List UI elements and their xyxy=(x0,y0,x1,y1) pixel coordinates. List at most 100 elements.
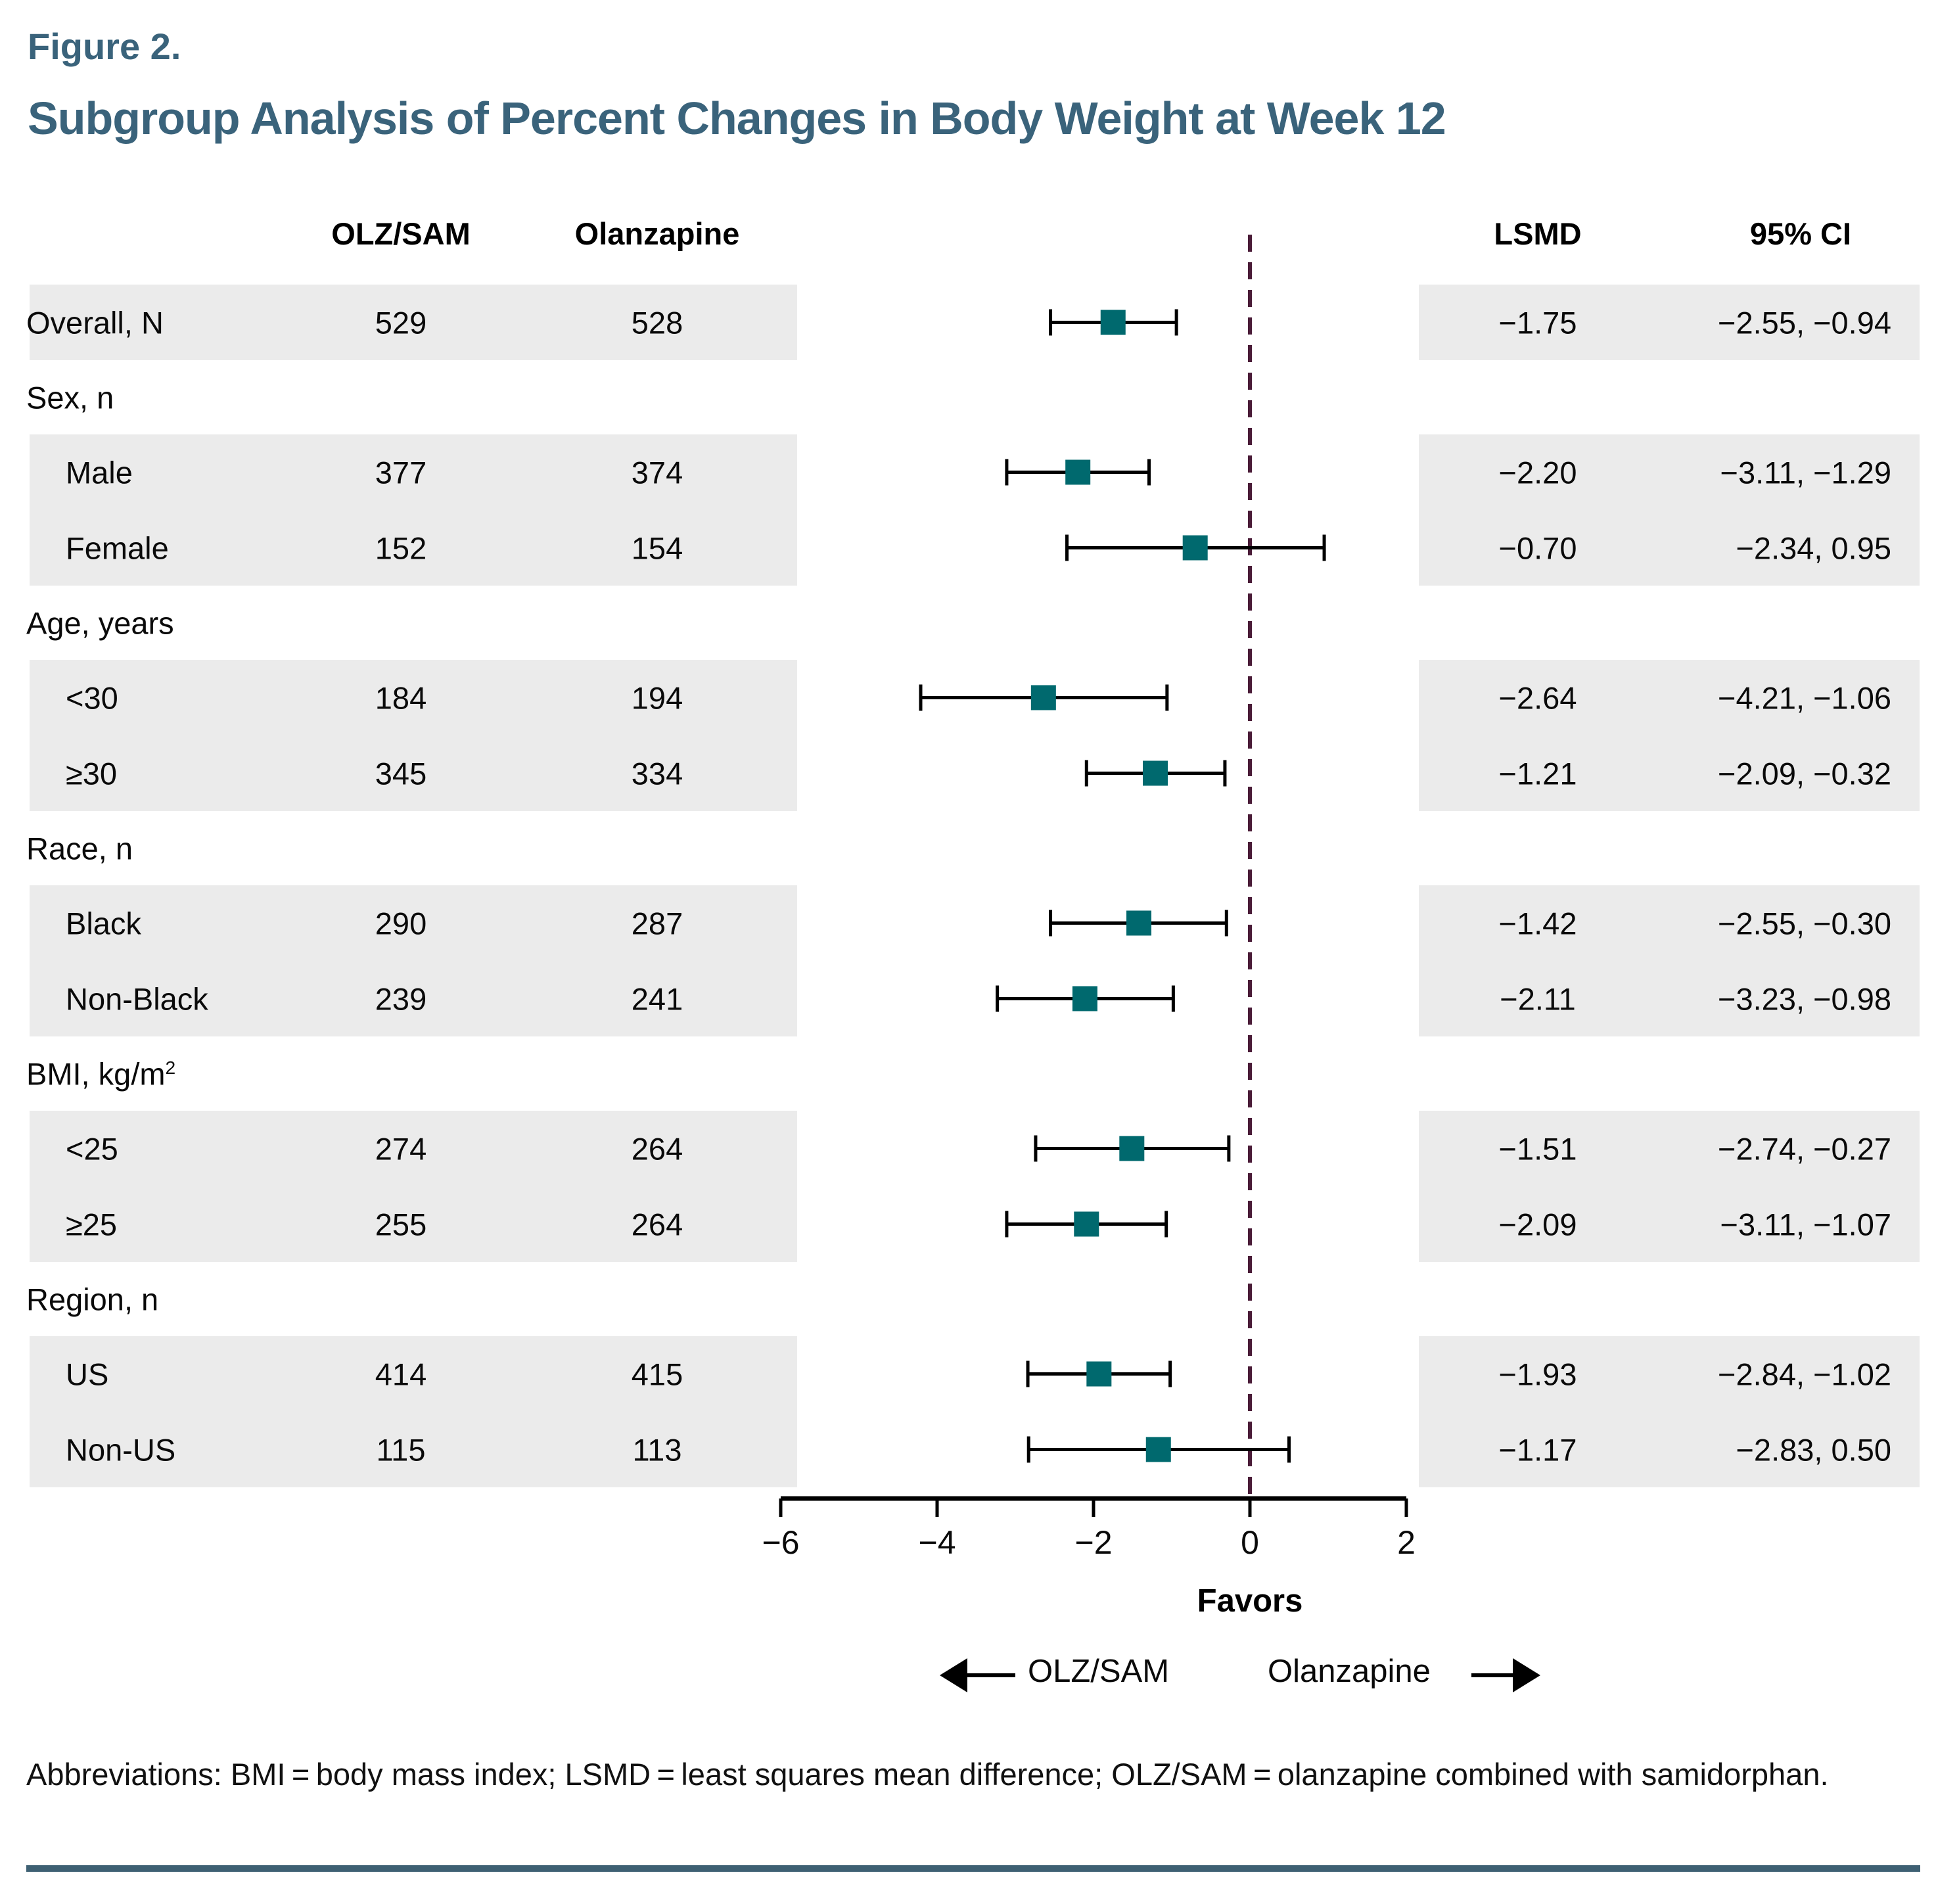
olzsam-n: 255 xyxy=(375,1207,427,1242)
column-header-olanzapine: Olanzapine xyxy=(574,216,740,251)
row-label: Non-Black xyxy=(66,981,208,1016)
row-label: <25 xyxy=(66,1131,118,1166)
lsmd-value: −1.21 xyxy=(1498,756,1577,791)
lsmd-value: −0.70 xyxy=(1498,530,1577,565)
row-band-right xyxy=(1419,1336,1920,1412)
row-label: Black xyxy=(66,906,141,940)
group-header-race-n: Race, n xyxy=(0,811,1936,885)
column-header-lsmd: LSMD xyxy=(1494,216,1582,251)
olzsam-n: 274 xyxy=(375,1131,427,1166)
favors-label: Favors xyxy=(1197,1583,1303,1619)
group-header-age-years: Age, years xyxy=(0,586,1936,660)
ci-value: −3.11, −1.29 xyxy=(1720,455,1891,490)
olanzapine-n: 264 xyxy=(631,1207,683,1242)
x-tick-label: −2 xyxy=(1074,1524,1113,1561)
row-label: Male xyxy=(66,455,133,490)
forest-row-us: US 414 415 −1.93 −2.84, −1.02 xyxy=(0,1336,1936,1412)
ci-value: −2.55, −0.94 xyxy=(1718,305,1891,340)
olanzapine-n: 528 xyxy=(631,305,683,340)
ci-value: −3.11, −1.07 xyxy=(1720,1207,1891,1242)
x-tick-label: 0 xyxy=(1241,1524,1259,1561)
row-band-right xyxy=(1419,961,1920,1036)
column-header-olzsam: OLZ/SAM xyxy=(331,216,471,251)
forest-row-black: Black 290 287 −1.42 −2.55, −0.30 xyxy=(0,885,1936,961)
lsmd-value: −2.09 xyxy=(1498,1207,1577,1242)
group-header-bmi-kg-m: BMI, kg/m2 xyxy=(0,1036,1936,1111)
x-tick-label: 2 xyxy=(1397,1524,1416,1561)
forest-row-male: Male 377 374 −2.20 −3.11, −1.29 xyxy=(0,434,1936,510)
olanzapine-n: 334 xyxy=(631,756,683,791)
row-label: Sex, n xyxy=(26,380,114,415)
row-label: Age, years xyxy=(26,605,174,640)
row-band-right xyxy=(1419,660,1920,735)
forest-row-non-us: Non-US 115 113 −1.17 −2.83, 0.50 xyxy=(0,1412,1936,1487)
lsmd-value: −1.75 xyxy=(1498,305,1577,340)
row-label: ≥30 xyxy=(66,756,118,791)
row-label: US xyxy=(66,1357,109,1391)
olzsam-n: 115 xyxy=(376,1432,426,1467)
row-band-right xyxy=(1419,1186,1920,1262)
row-band-left xyxy=(30,735,797,811)
forest-row-female: Female 152 154 −0.70 −2.34, 0.95 xyxy=(0,510,1936,586)
row-label: Female xyxy=(66,530,169,565)
ci-value: −2.09, −0.32 xyxy=(1718,756,1891,791)
row-band-left xyxy=(30,1186,797,1262)
figure-title: Subgroup Analysis of Percent Changes in … xyxy=(28,93,1446,144)
olanzapine-n: 415 xyxy=(631,1357,683,1391)
olzsam-n: 239 xyxy=(375,981,427,1016)
row-label: Non-US xyxy=(66,1432,176,1467)
olanzapine-n: 264 xyxy=(631,1131,683,1166)
row-band-left xyxy=(30,885,797,961)
row-band-right xyxy=(1419,1111,1920,1186)
favors-right-label: Olanzapine xyxy=(1268,1654,1431,1689)
ci-value: −4.21, −1.06 xyxy=(1718,680,1891,715)
lsmd-value: −1.93 xyxy=(1498,1357,1577,1391)
lsmd-value: −2.11 xyxy=(1500,981,1576,1016)
ci-value: −2.84, −1.02 xyxy=(1718,1357,1891,1391)
row-band-left xyxy=(30,434,797,510)
row-band-left xyxy=(30,1412,797,1487)
row-band-right xyxy=(1419,735,1920,811)
olzsam-n: 377 xyxy=(375,455,427,490)
row-band-right xyxy=(1419,510,1920,586)
row-band-left xyxy=(30,660,797,735)
group-header-sex-n: Sex, n xyxy=(0,360,1936,434)
lsmd-value: −1.42 xyxy=(1498,906,1577,940)
row-label: Overall, N xyxy=(26,305,164,340)
olzsam-n: 345 xyxy=(375,756,427,791)
olzsam-n: 529 xyxy=(375,305,427,340)
olzsam-n: 414 xyxy=(375,1357,427,1391)
olanzapine-n: 241 xyxy=(631,981,683,1016)
ci-value: −2.55, −0.30 xyxy=(1718,906,1891,940)
bottom-rule xyxy=(26,1865,1920,1872)
row-band-left xyxy=(30,961,797,1036)
row-band-left xyxy=(30,1111,797,1186)
ci-value: −2.34, 0.95 xyxy=(1736,530,1891,565)
figure-number: Figure 2. xyxy=(28,26,181,67)
forest-row-30: <30 184 194 −2.64 −4.21, −1.06 xyxy=(0,660,1936,735)
row-label: <30 xyxy=(66,680,118,715)
forest-row-25: ≥25 255 264 −2.09 −3.11, −1.07 xyxy=(0,1186,1936,1262)
row-band-left xyxy=(30,510,797,586)
olanzapine-n: 113 xyxy=(632,1432,682,1467)
row-band-right xyxy=(1419,885,1920,961)
olzsam-n: 184 xyxy=(375,680,427,715)
x-tick-label: −4 xyxy=(918,1524,956,1561)
row-band-right xyxy=(1419,434,1920,510)
lsmd-value: −2.20 xyxy=(1498,455,1577,490)
abbreviations-footnote: Abbreviations: BMI = body mass index; LS… xyxy=(26,1757,1829,1792)
forest-row-25: <25 274 264 −1.51 −2.74, −0.27 xyxy=(0,1111,1936,1186)
row-band-left xyxy=(30,1336,797,1412)
row-label: Race, n xyxy=(26,831,133,866)
row-label: Region, n xyxy=(26,1282,159,1316)
ci-value: −2.83, 0.50 xyxy=(1736,1432,1891,1467)
olanzapine-n: 287 xyxy=(631,906,683,940)
ci-value: −3.23, −0.98 xyxy=(1718,981,1891,1016)
olanzapine-n: 194 xyxy=(631,680,683,715)
olanzapine-n: 154 xyxy=(631,530,683,565)
row-band-right xyxy=(1419,1412,1920,1487)
row-label: BMI, kg/m2 xyxy=(26,1056,176,1091)
olzsam-n: 152 xyxy=(375,530,427,565)
lsmd-value: −2.64 xyxy=(1498,680,1577,715)
